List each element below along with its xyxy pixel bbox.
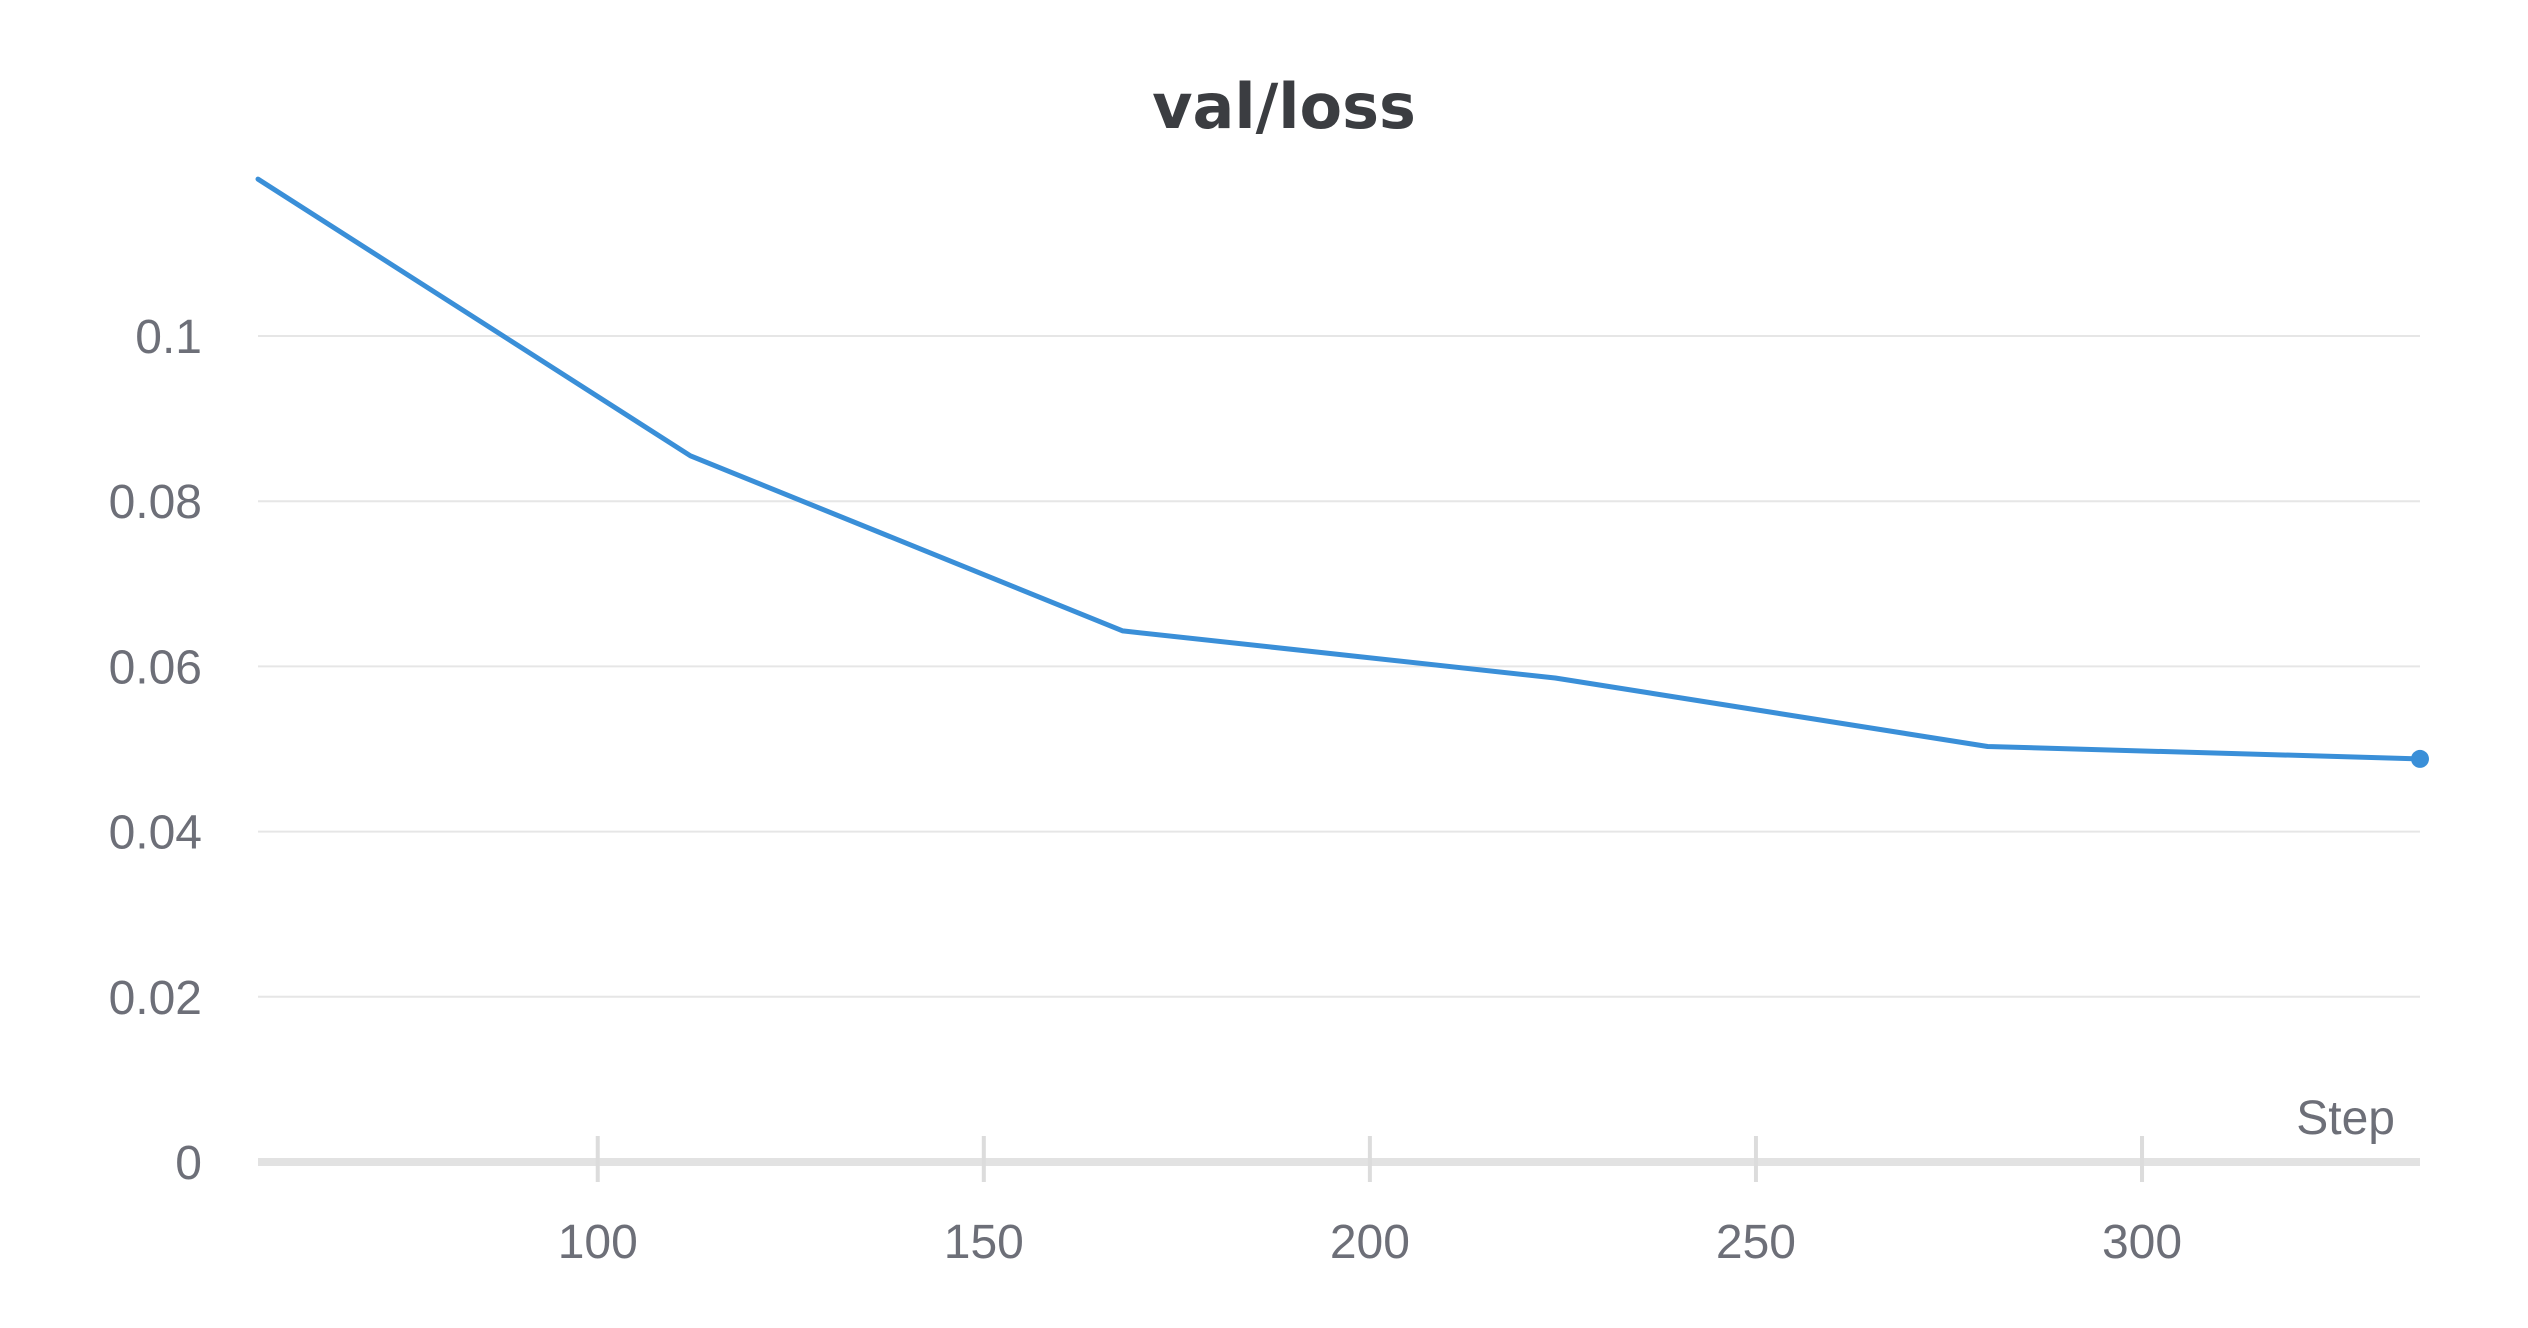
series-group [255,176,2429,768]
y-axis-ticks: 0 0.02 0.04 0.06 0.08 0.1 [109,311,202,1190]
x-tick-label-3: 250 [1716,1216,1796,1269]
x-tick-label-1: 150 [944,1216,1024,1269]
y-tick-label-5: 0.1 [135,311,202,364]
x-tick-label-2: 200 [1330,1216,1410,1269]
chart-title: val/loss [1152,70,1416,143]
x-axis-label: Step [2296,1092,2395,1145]
x-axis-ticks: 100 150 200 250 300 [558,1136,2182,1269]
y-tick-label-3: 0.06 [109,641,202,694]
y-tick-label-1: 0.02 [109,972,202,1025]
series-line-0 [255,176,2423,762]
x-tick-label-0: 100 [558,1216,638,1269]
y-tick-label-2: 0.04 [109,807,202,860]
y-tick-label-0: 0 [175,1137,202,1190]
x-tick-label-4: 300 [2102,1216,2182,1269]
y-tick-label-4: 0.08 [109,476,202,529]
series-end-point-0 [2411,749,2429,768]
grid-lines [258,335,2420,998]
